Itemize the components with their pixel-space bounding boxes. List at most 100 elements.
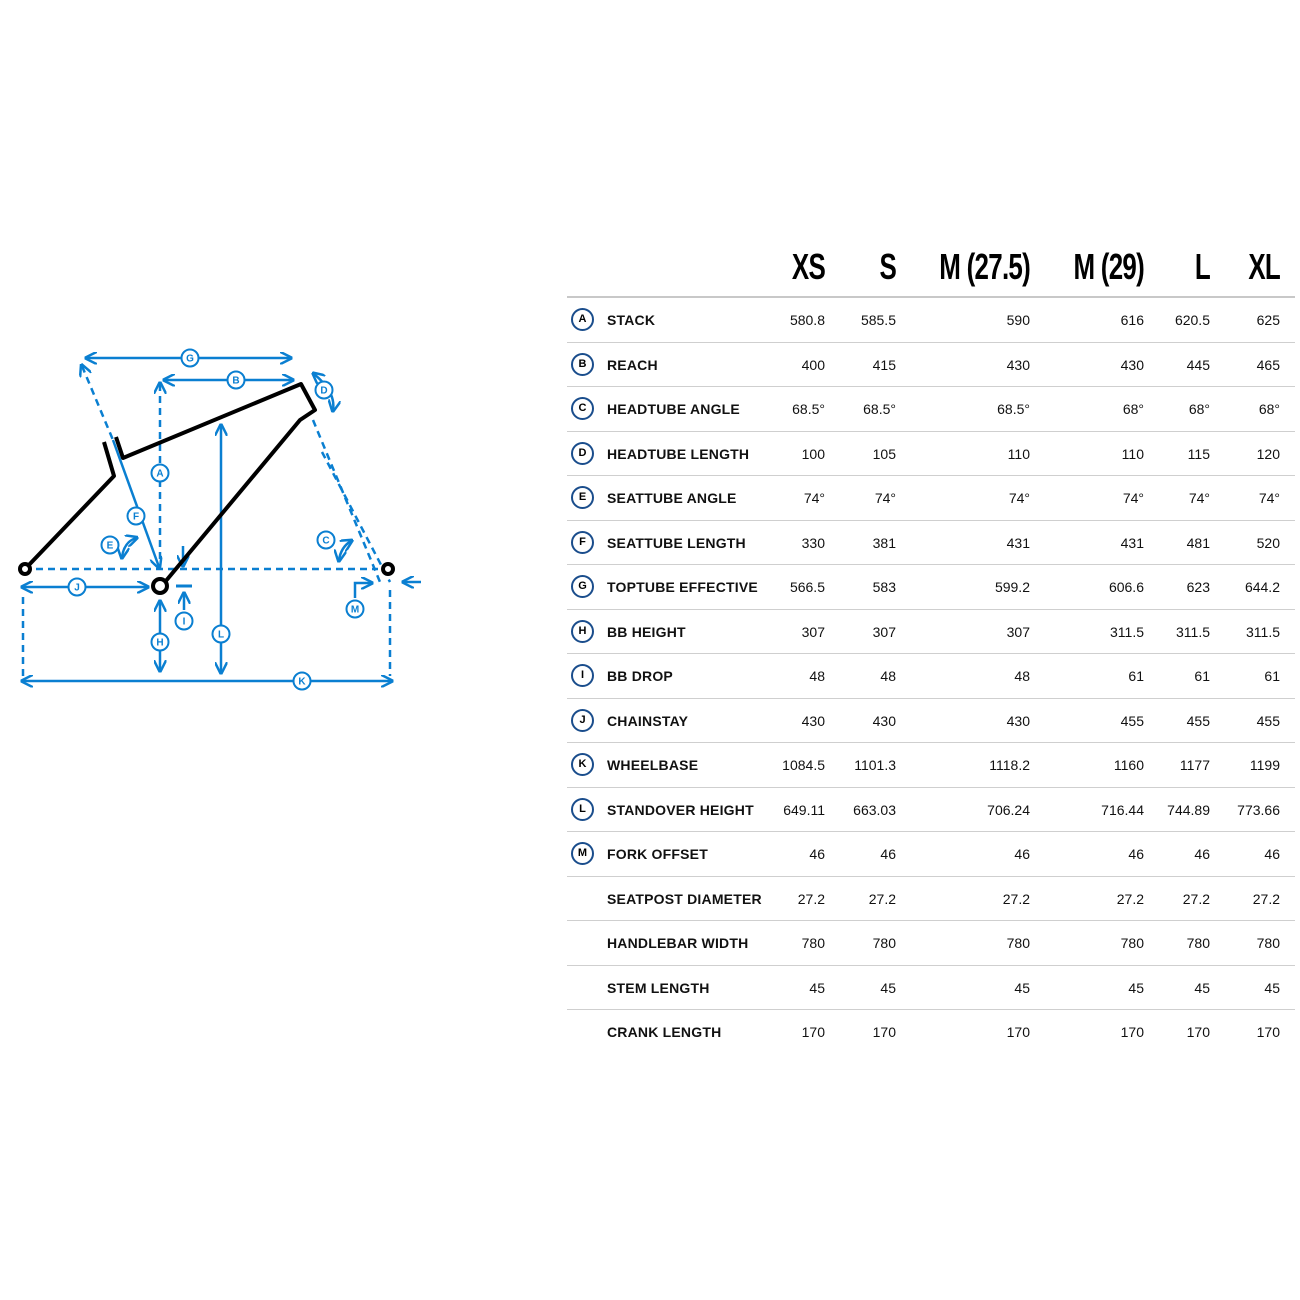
cell-value: 773.66 (1237, 801, 1280, 818)
cell-value: 381 (872, 534, 896, 551)
dim-label-m: M (351, 605, 359, 616)
cell-value: 716.44 (1101, 801, 1144, 818)
cell-value: 45 (1128, 979, 1144, 996)
cell-value: 46 (880, 846, 896, 862)
cell-value: 115 (1187, 445, 1210, 462)
size-header: L (1194, 246, 1211, 287)
cell-value: 74° (1258, 490, 1280, 506)
dim-label-circle-k (292, 671, 312, 691)
table-row: STEM LENGTH 45 45 45 45 45 45 (567, 966, 1295, 1010)
table-row: H BB HEIGHT 307 307 307 311.5 311.5 311.5 (567, 610, 1295, 654)
table-row: HANDLEBAR WIDTH 780 780 780 780 780 780 (567, 921, 1295, 966)
row-label: STEM LENGTH (607, 979, 710, 996)
cell-value: 61 (1194, 668, 1210, 684)
row-letter-badge: C (571, 397, 594, 420)
cell-value: 780 (1186, 935, 1210, 951)
dim-label-circle-c (316, 530, 336, 550)
cell-value: 27.2 (1002, 890, 1030, 907)
row-label: REACH (607, 356, 658, 373)
bottom-bracket (151, 577, 169, 595)
front-axle (381, 562, 395, 576)
cell-value: 311.5 (1246, 623, 1280, 640)
cell-value: 46 (1014, 846, 1030, 862)
row-label: SEATTUBE LENGTH (607, 534, 746, 551)
cell-value: 46 (809, 846, 825, 862)
cell-value: 68° (1122, 401, 1144, 417)
dim-f-line (111, 439, 159, 567)
row-letter-badge: D (571, 441, 594, 465)
row-label: FORK OFFSET (607, 846, 708, 862)
table-row: CRANK LENGTH 170 170 170 170 170 170 (567, 1010, 1295, 1054)
cell-value: 580.8 (789, 312, 825, 328)
table-row: G TOPTUBE EFFECTIVE 566.5 583 599.2 606.6 623 6… (567, 565, 1295, 610)
cell-value: 170 (801, 1024, 825, 1040)
row-label: HANDLEBAR WIDTH (607, 935, 749, 951)
table-row: L STANDOVER HEIGHT 649.11 663.03 706.24 716.4… (567, 788, 1295, 832)
cell-value: 625 (1256, 312, 1280, 328)
cell-value: 1084.5 (782, 757, 825, 773)
cell-value: 48 (880, 668, 896, 684)
dim-label-circle-a (150, 463, 170, 483)
cell-value: 1160 (1113, 757, 1144, 773)
cell-value: 68° (1258, 401, 1280, 417)
cell-value: 620.5 (1174, 312, 1210, 328)
cell-value: 27.2 (1252, 890, 1280, 907)
dim-label-a: A (156, 469, 163, 480)
cell-value: 68.5° (997, 401, 1030, 417)
table-row: F SEATTUBE LENGTH 330 381 431 431 481 520 (567, 521, 1295, 565)
cell-value: 170 (1006, 1024, 1030, 1040)
dim-label-c: C (322, 536, 329, 547)
row-label: SEATTUBE ANGLE (607, 490, 737, 506)
cell-value: 430 (1120, 356, 1144, 373)
cell-value: 100 (801, 445, 825, 462)
cell-value: 311.5 (1110, 623, 1144, 640)
size-header: XS (791, 246, 826, 287)
dim-label-d: D (320, 386, 327, 397)
dim-label-circle-g (180, 348, 200, 368)
table-row: I BB DROP 48 48 48 61 61 61 (567, 654, 1295, 699)
dim-label-b: B (232, 376, 239, 387)
dim-f-dashed (82, 366, 115, 441)
cell-value: 583 (872, 579, 896, 595)
cell-value: 455 (1256, 712, 1280, 729)
cell-value: 415 (872, 356, 896, 373)
table-row: B REACH 400 415 430 430 445 465 (567, 343, 1295, 387)
cell-value: 307 (872, 623, 896, 640)
dim-label-j: J (74, 583, 80, 594)
cell-value: 330 (801, 534, 825, 551)
cell-value: 74° (1122, 490, 1144, 506)
cell-value: 307 (1006, 623, 1030, 640)
row-letter-badge: H (571, 619, 594, 643)
dim-label-l: L (218, 630, 224, 641)
table-row: D HEADTUBE LENGTH 100 105 110 110 115 120 (567, 432, 1295, 476)
cell-value: 649.11 (783, 801, 825, 818)
cell-value: 780 (1006, 935, 1030, 951)
cell-value: 566.5 (789, 579, 825, 595)
row-letter-badge: E (571, 486, 594, 509)
cell-value: 61 (1264, 668, 1280, 684)
cell-value: 744.89 (1167, 801, 1210, 818)
cell-value: 110 (1007, 445, 1030, 462)
size-header: S (879, 246, 896, 287)
dim-label-circle-j (67, 577, 87, 597)
row-label: BB HEIGHT (607, 623, 686, 640)
dim-label-circle-f (126, 506, 146, 526)
cell-value: 61 (1128, 668, 1144, 684)
rear-axle (18, 562, 32, 576)
cell-value: 481 (1186, 534, 1210, 551)
cell-value: 46 (1128, 846, 1144, 862)
size-header: XL (1248, 246, 1280, 287)
cell-value: 48 (809, 668, 825, 684)
cell-value: 45 (880, 979, 896, 996)
cell-value: 27.2 (868, 890, 896, 907)
table-row: C HEADTUBE ANGLE 68.5° 68.5° 68.5° 68° 68° 68° (567, 387, 1295, 432)
cell-value: 400 (801, 356, 825, 373)
cell-value: 706.24 (987, 801, 1030, 818)
row-label: SEATPOST DIAMETER (607, 890, 762, 907)
row-label: TOPTUBE EFFECTIVE (607, 579, 758, 595)
table-row: A STACK 580.8 585.5 590 616 620.5 625 (567, 298, 1295, 343)
row-letter-badge: A (571, 308, 594, 331)
table-row: M FORK OFFSET 46 46 46 46 46 46 (567, 832, 1295, 877)
row-label: STANDOVER HEIGHT (607, 801, 754, 818)
dim-c-arrow (339, 541, 351, 560)
